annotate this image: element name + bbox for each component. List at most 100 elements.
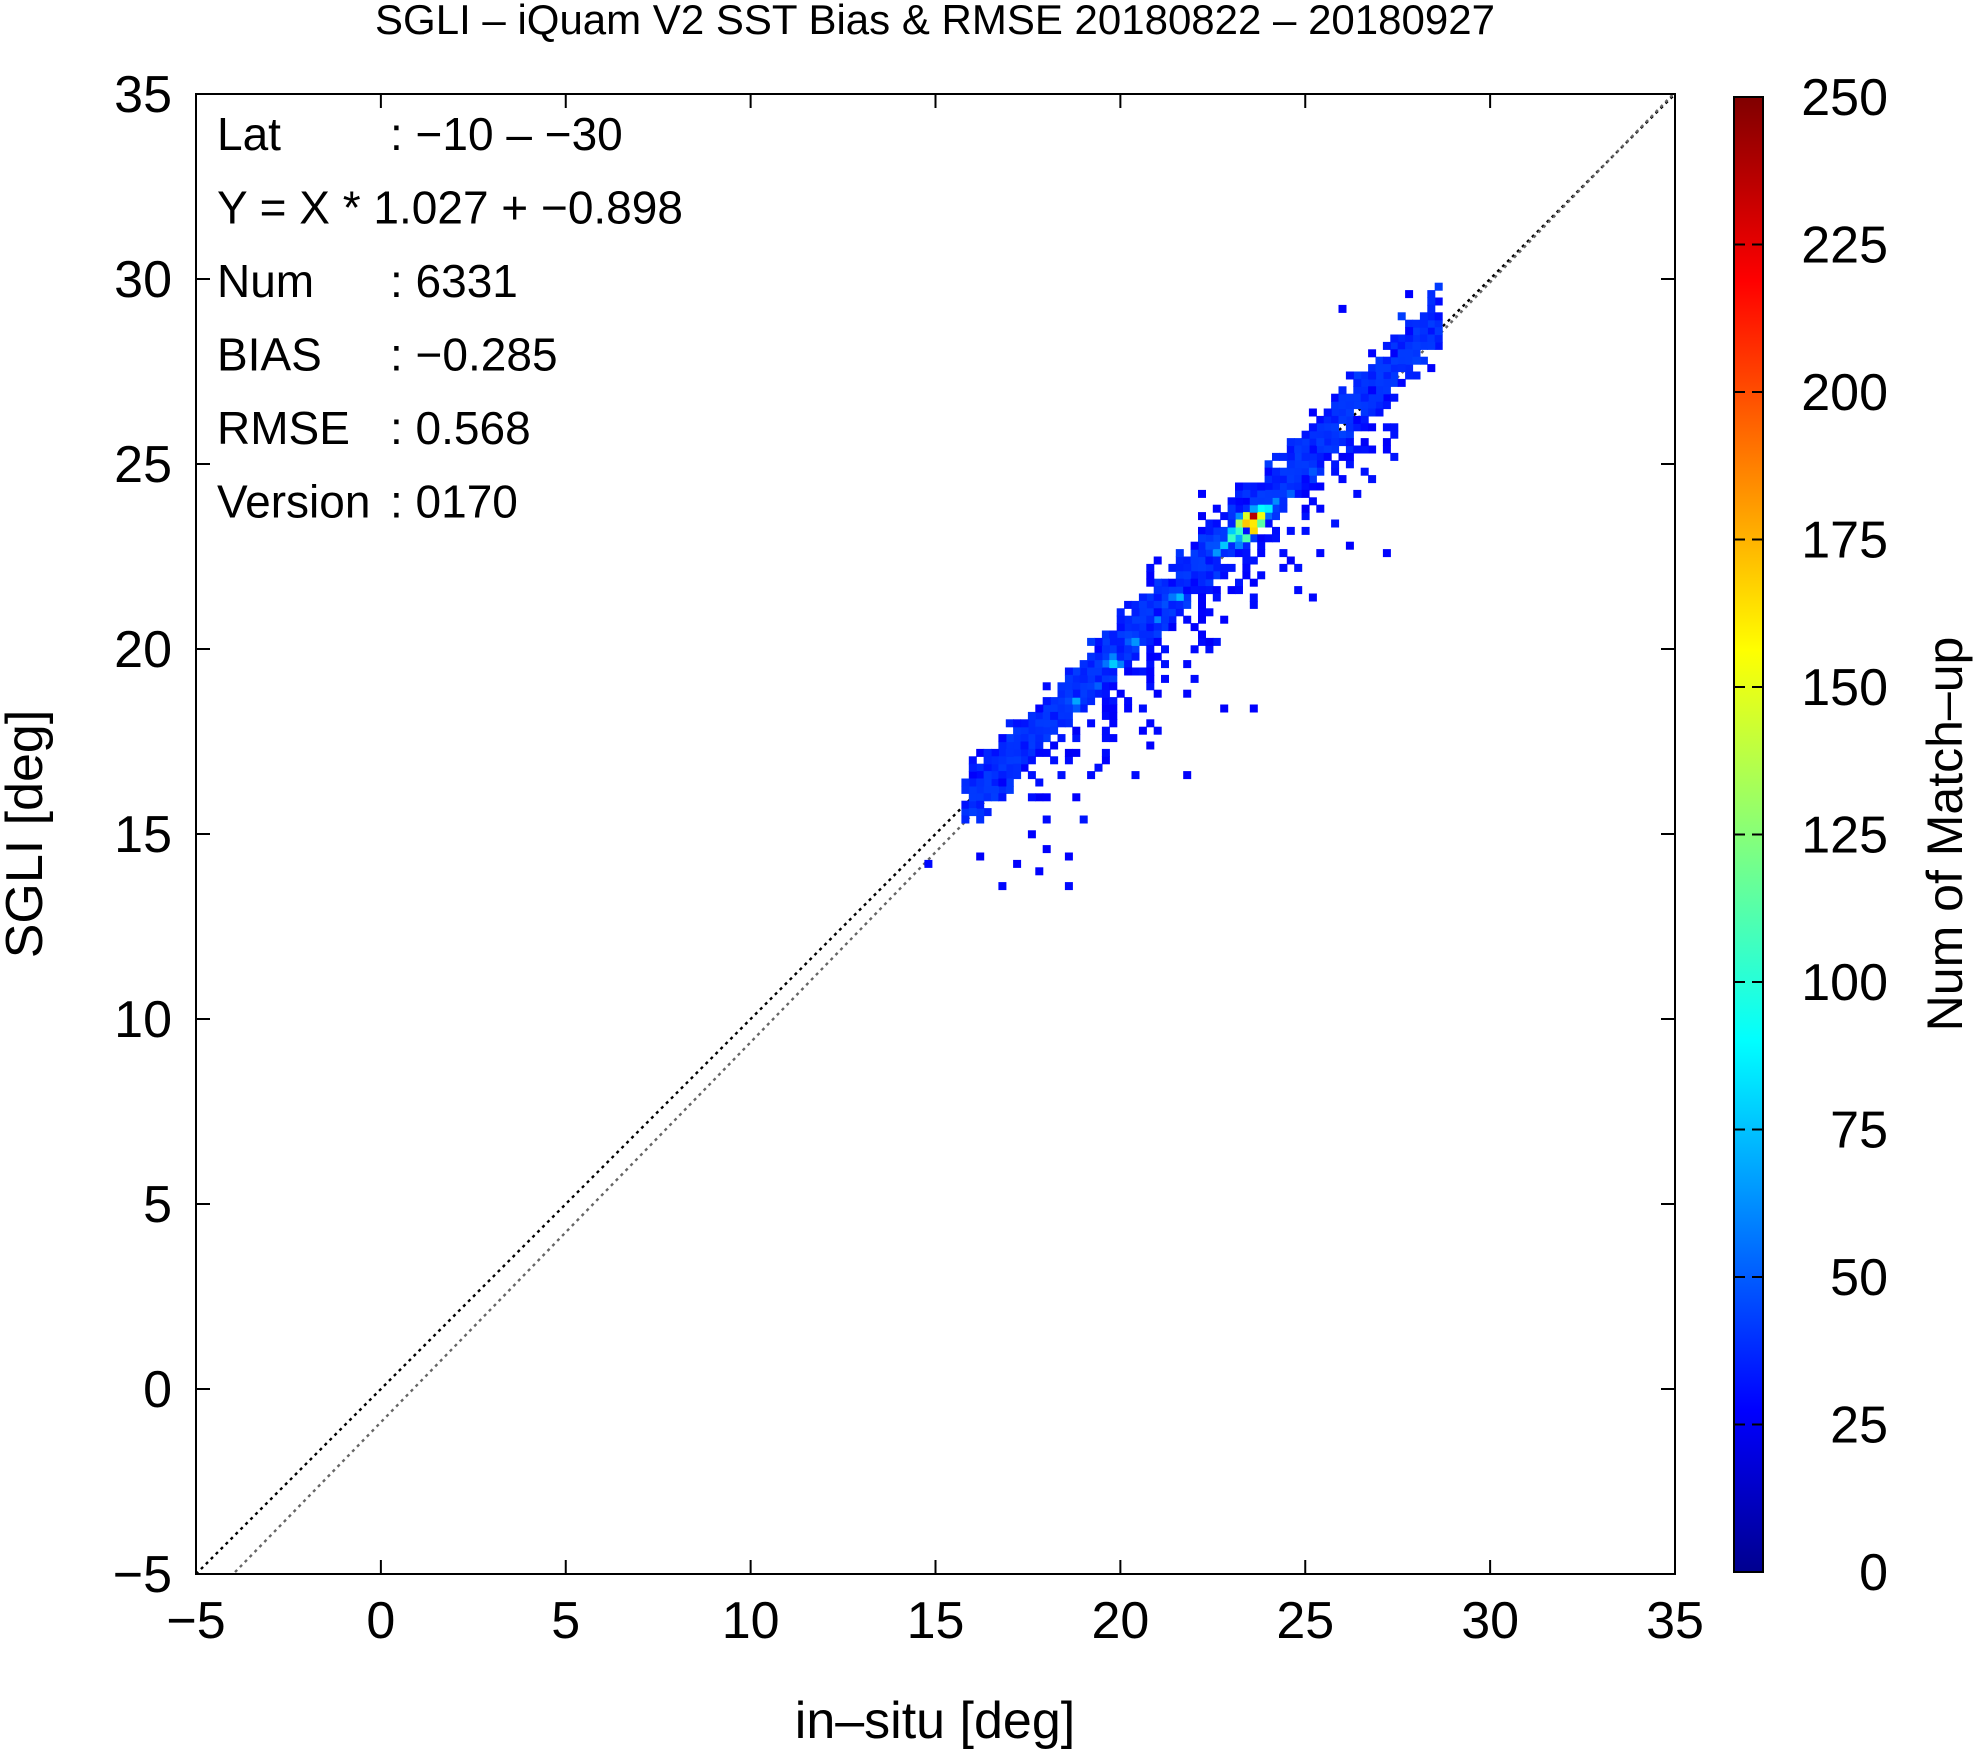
heatmap-cell: [1072, 689, 1081, 698]
heatmap-cell: [1397, 356, 1406, 365]
heatmap-cell: [1168, 608, 1177, 617]
heatmap-cell: [1124, 652, 1133, 661]
heatmap-cell: [1227, 497, 1236, 506]
heatmap-cell: [1079, 674, 1088, 683]
heatmap-cell: [1308, 460, 1317, 469]
heatmap-cell: [1138, 726, 1147, 735]
heatmap-cell: [1382, 371, 1391, 380]
heatmap-cell: [1020, 734, 1029, 743]
heatmap-cell: [1005, 719, 1014, 728]
heatmap-cell: [1323, 423, 1332, 432]
heatmap-cell: [961, 785, 970, 794]
heatmap-cell: [1331, 467, 1340, 476]
heatmap-cell: [1212, 563, 1221, 572]
heatmap-cell: [1072, 734, 1081, 743]
heatmap-cell: [1035, 734, 1044, 743]
heatmap-cell: [1301, 438, 1310, 447]
heatmap-cell: [1124, 667, 1133, 676]
heatmap-cell: [1153, 652, 1162, 661]
heatmap-cell: [1412, 319, 1421, 328]
heatmap-cell: [1227, 541, 1236, 550]
heatmap-cell: [1286, 467, 1295, 476]
heatmap-cell: [1242, 541, 1251, 550]
heatmap-cell: [998, 771, 1007, 780]
heatmap-cell: [1057, 771, 1066, 780]
heatmap-cell: [1183, 578, 1192, 587]
heatmap-cell: [1190, 645, 1199, 654]
heatmap-cell: [1286, 556, 1295, 565]
heatmap-cell: [1072, 704, 1081, 713]
heatmap-cell: [1235, 578, 1243, 587]
heatmap-cell: [1190, 563, 1199, 572]
heatmap-cell: [1308, 482, 1317, 491]
heatmap-cell: [1101, 645, 1110, 654]
heatmap-cell: [1035, 711, 1044, 720]
heatmap-cell: [1087, 697, 1096, 706]
heatmap-cell: [1101, 637, 1110, 646]
heatmap-cell: [1190, 586, 1199, 595]
heatmap-cell: [1205, 556, 1214, 565]
heatmap-cell: [1249, 497, 1258, 506]
heatmap-cell: [1183, 563, 1192, 572]
heatmap-cell: [1042, 726, 1051, 735]
heatmap-cell: [1338, 438, 1347, 447]
heatmap-cell: [1368, 349, 1377, 358]
heatmap-cell: [1331, 393, 1340, 402]
heatmap-cell: [1242, 519, 1251, 528]
y-tick-label: 0: [143, 1361, 172, 1419]
heatmap-cell: [1301, 445, 1310, 454]
heatmap-cell: [1161, 600, 1169, 609]
heatmap-cell: [1146, 600, 1155, 609]
heatmap-cell: [1286, 438, 1295, 447]
heatmap-cell: [1316, 415, 1325, 424]
heatmap-cell: [1301, 489, 1310, 498]
heatmap-cell: [1249, 504, 1258, 513]
heatmap-cell: [1345, 430, 1354, 439]
heatmap-cell: [1264, 467, 1273, 476]
heatmap-cell: [1279, 489, 1288, 498]
heatmap-cell: [1308, 475, 1317, 484]
heatmap-cell: [1057, 711, 1066, 720]
heatmap-cell: [1212, 519, 1221, 528]
heatmap-cell: [983, 748, 992, 757]
colorbar-tick-label: 125: [1801, 807, 1888, 865]
heatmap-cell: [1257, 534, 1266, 543]
heatmap-cell: [1272, 512, 1280, 521]
heatmap-cell: [1405, 356, 1414, 365]
heatmap-cell: [1294, 489, 1303, 498]
y-tick-label: 10: [114, 991, 172, 1049]
heatmap-cell: [1205, 534, 1214, 543]
heatmap-cell: [1301, 526, 1310, 535]
heatmap-cell: [1264, 534, 1273, 543]
x-tick-label: 35: [1646, 1592, 1704, 1650]
x-tick-label: 5: [551, 1592, 580, 1650]
heatmap-cell: [1405, 334, 1414, 343]
x-tick-label: 0: [366, 1592, 395, 1650]
heatmap-cell: [1153, 600, 1162, 609]
heatmap-cell: [1272, 534, 1280, 543]
y-tick-label: 20: [114, 621, 172, 679]
heatmap-cell: [1153, 608, 1162, 617]
heatmap-cell: [998, 793, 1007, 802]
heatmap-cell: [1198, 615, 1206, 624]
x-axis-label: in–situ [deg]: [795, 1692, 1075, 1750]
heatmap-cell: [1064, 711, 1073, 720]
heatmap-cell: [1183, 593, 1192, 602]
heatmap-cell: [998, 756, 1007, 765]
heatmap-cell: [1109, 630, 1118, 639]
heatmap-cell: [1272, 467, 1280, 476]
heatmap-cell: [1382, 393, 1391, 402]
heatmap-cell: [983, 756, 992, 765]
heatmap-cell: [1064, 674, 1073, 683]
heatmap-cell: [1390, 349, 1399, 358]
heatmap-cell: [1338, 430, 1347, 439]
heatmap-cell: [1146, 741, 1155, 750]
heatmap-cell: [1198, 541, 1206, 550]
heatmap-cell: [1294, 586, 1303, 595]
heatmap-cell: [1175, 578, 1184, 587]
heatmap-cell: [1220, 563, 1229, 572]
heatmap-cell: [1101, 630, 1110, 639]
heatmap-cell: [1294, 467, 1303, 476]
heatmap-cell: [968, 785, 977, 794]
heatmap-cell: [1138, 637, 1147, 646]
